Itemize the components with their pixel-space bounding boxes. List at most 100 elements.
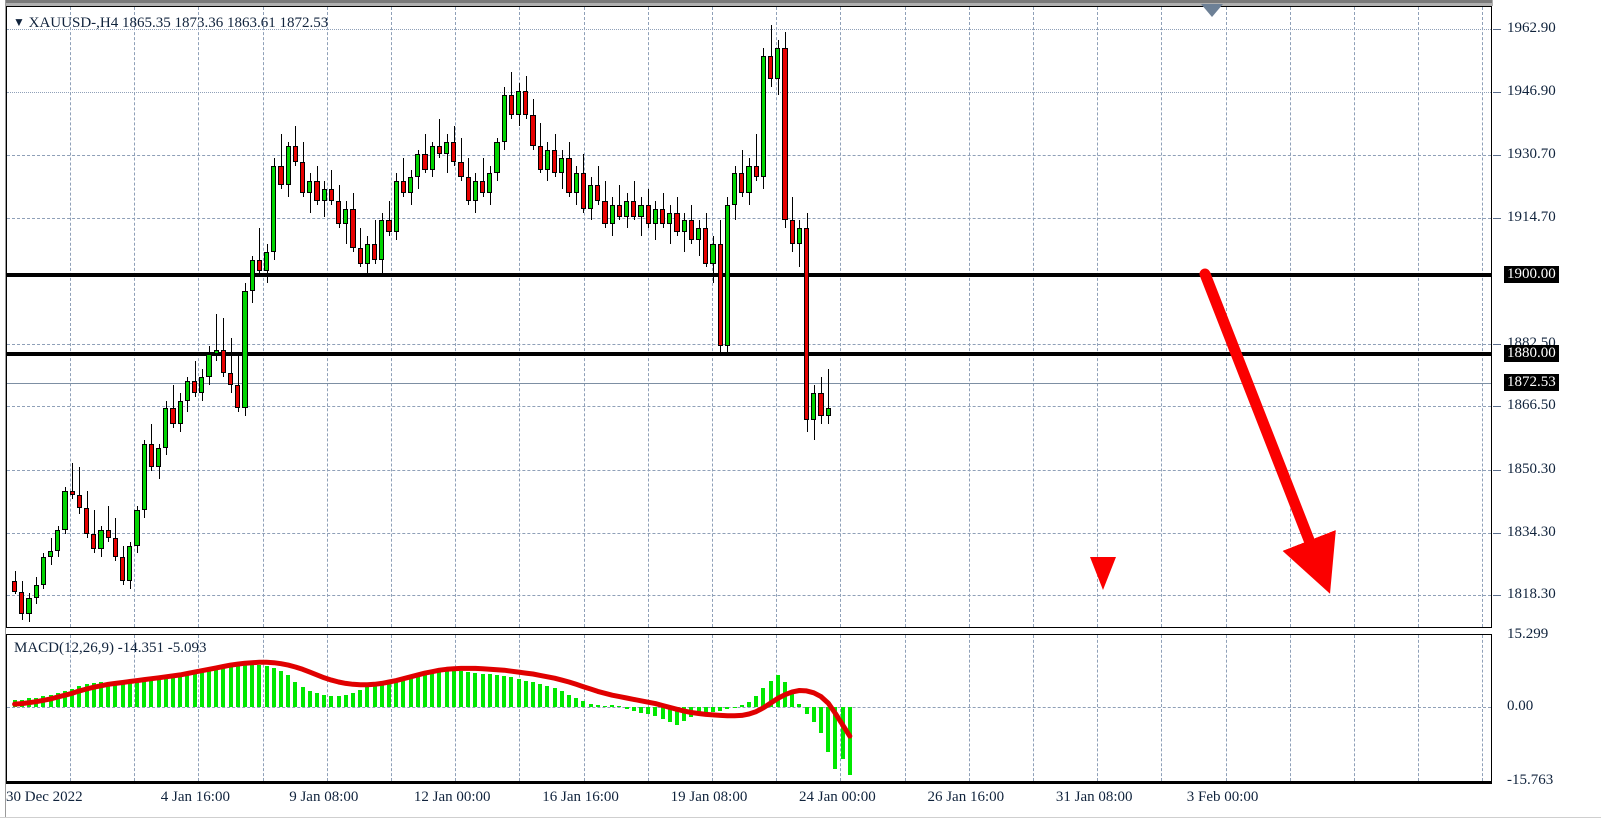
macd-bar (552, 688, 557, 707)
macd-bar (77, 686, 82, 707)
macd-bar (631, 706, 636, 712)
time-gridline (583, 7, 585, 627)
time-axis-label: 12 Jan 00:00 (413, 789, 491, 805)
macd-bar (279, 671, 283, 707)
candle-body (782, 48, 788, 221)
macd-bar (401, 676, 406, 707)
macd-bar (653, 706, 658, 717)
candle-wick (670, 204, 671, 244)
price-level-line[interactable] (7, 351, 1491, 356)
candle-wick (641, 196, 642, 237)
macd-bar (466, 671, 471, 707)
candle-body (357, 247, 363, 264)
macd-bar (538, 684, 543, 707)
candle-body (523, 91, 529, 115)
price-gridline (7, 91, 1491, 93)
price-scale-highlight-label[interactable]: 1872.53 (1504, 373, 1559, 391)
macd-bar (250, 663, 255, 707)
candle-body (343, 208, 349, 225)
candle-body (739, 173, 745, 194)
candle-body (206, 353, 212, 378)
time-axis-label: 26 Jan 16:00 (927, 789, 1005, 805)
price-chart-pane[interactable]: ▼ XAUUSD-,H4 1865.35 1873.36 1863.61 187… (6, 6, 1492, 628)
time-axis-rule (6, 782, 1492, 784)
time-gridline (968, 7, 970, 627)
time-gridline (1289, 7, 1291, 627)
time-gridline (1033, 635, 1034, 781)
macd-bar (811, 706, 816, 722)
time-gridline (1097, 7, 1099, 627)
price-scale-label: 1834.30 (1507, 523, 1556, 540)
time-gridline (134, 7, 136, 627)
macd-bar (502, 676, 507, 707)
candle-body (242, 290, 248, 409)
time-gridline (519, 7, 521, 627)
candle-body (364, 243, 371, 264)
candle-body (451, 142, 457, 162)
macd-pane[interactable]: MACD(12,26,9) -14.351 -5.093 (6, 634, 1492, 782)
macd-bar (833, 706, 838, 769)
price-scale-label: 1930.70 (1507, 146, 1556, 163)
candle-body (710, 243, 716, 264)
candle-body (811, 392, 817, 421)
time-gridline (904, 7, 906, 627)
time-gridline (1289, 635, 1291, 781)
candle-wick (403, 157, 404, 197)
candle-body (40, 557, 47, 585)
macd-bar (754, 695, 759, 707)
time-gridline (776, 7, 778, 627)
candle-wick (771, 24, 772, 88)
macd-bar (358, 689, 363, 707)
macd-bar (34, 697, 39, 707)
price-scale[interactable]: 1962.90 1946.90 1930.70 1914.70 1882.50 1866.… (1493, 0, 1601, 825)
macd-bar (228, 664, 233, 707)
candle-body (703, 228, 709, 264)
candle-body (220, 349, 227, 374)
macd-bar (768, 680, 773, 707)
macd-bar (847, 706, 852, 775)
candle-body (803, 228, 810, 421)
macd-bar (696, 706, 701, 715)
collapse-icon[interactable]: ▼ (13, 15, 25, 29)
candle-body (753, 165, 759, 178)
candle-wick (51, 537, 52, 566)
time-gridline (391, 7, 392, 627)
macd-bar (329, 695, 334, 707)
price-level-line[interactable] (7, 273, 1491, 278)
candle-body (695, 228, 702, 241)
macd-header: MACD(12,26,9) -14.351 -5.093 (14, 640, 207, 656)
macd-bar (163, 678, 168, 707)
price-level-line[interactable] (7, 382, 1491, 384)
candle-wick (259, 228, 260, 276)
candle-body (321, 189, 327, 201)
candle-wick (389, 200, 390, 237)
top-triangle-marker (1201, 4, 1223, 17)
candle-wick (756, 134, 757, 182)
candle-body (638, 204, 644, 217)
candle-body (249, 259, 255, 291)
macd-bar (264, 666, 269, 707)
candle-body (767, 55, 774, 80)
candle-body (278, 165, 284, 186)
macd-bar (99, 682, 103, 707)
macd-bar (574, 697, 579, 707)
macd-bar (804, 706, 809, 714)
candle-wick (619, 185, 620, 221)
price-scale-highlight-label[interactable]: 1900.00 (1504, 266, 1559, 284)
candle-body (731, 173, 738, 205)
price-scale-highlight-label[interactable]: 1880.00 (1504, 344, 1559, 362)
macd-scale-label: 0.00 (1507, 697, 1534, 714)
time-gridline (391, 635, 392, 781)
candle-body (155, 447, 162, 468)
candle-body (69, 490, 75, 495)
candle-body (667, 212, 673, 225)
macd-bar (682, 706, 687, 721)
macd-bar (336, 695, 341, 707)
time-gridline (198, 7, 200, 627)
macd-bar (286, 674, 291, 707)
macd-bar (703, 706, 708, 714)
macd-bar (487, 674, 492, 707)
time-axis-label: 16 Jan 16:00 (542, 789, 619, 805)
time-gridline (583, 635, 585, 781)
scale-tick (1493, 28, 1501, 30)
